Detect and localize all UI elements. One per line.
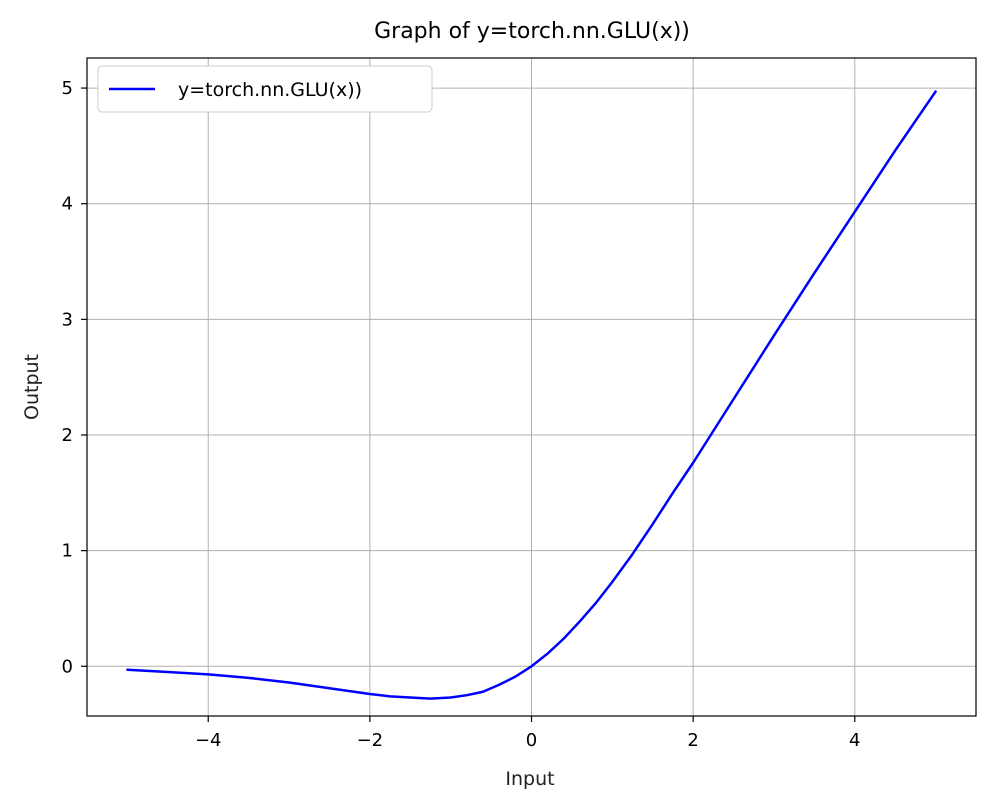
series-line <box>126 90 937 700</box>
y-tick-label: 3 <box>62 309 73 330</box>
x-tick-label: −4 <box>195 730 222 751</box>
legend-box <box>97 65 433 113</box>
x-tick-label: 2 <box>687 730 698 751</box>
y-axis-label: Output <box>21 354 43 420</box>
x-ticks: −4 −2 0 2 4 <box>195 716 860 751</box>
y-ticks: 0 1 2 3 4 5 <box>62 78 87 677</box>
series-layer <box>126 90 937 700</box>
y-tick-label: 1 <box>62 541 73 562</box>
y-tick-label: 5 <box>62 78 73 99</box>
x-tick-label: −2 <box>357 730 384 751</box>
chart-title: Graph of y=torch.nn.GLU(x)) <box>374 19 690 44</box>
y-tick-label: 0 <box>62 656 73 677</box>
x-tick-label: 0 <box>526 730 537 751</box>
y-tick-label: 2 <box>62 425 73 446</box>
x-axis-label: Input <box>505 768 554 790</box>
x-tick-label: 4 <box>849 730 860 751</box>
legend-entry-label: y=torch.nn.GLU(x)) <box>178 79 362 101</box>
y-tick-label: 4 <box>62 194 73 215</box>
legend: y=torch.nn.GLU(x)) <box>97 65 433 113</box>
